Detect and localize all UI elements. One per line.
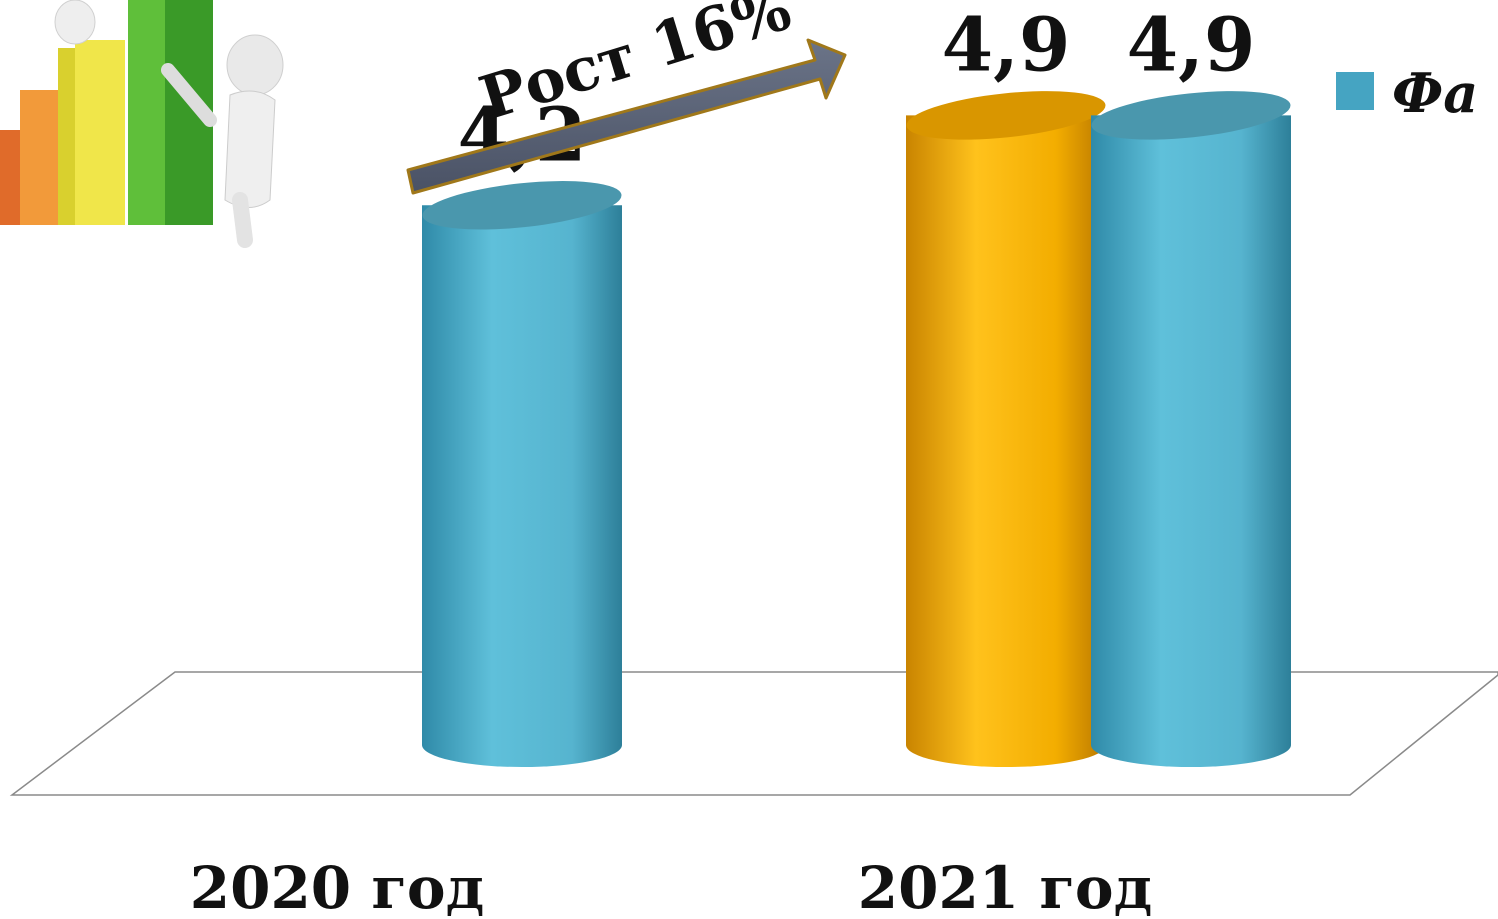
bar-body [906, 115, 1106, 767]
bars-group [420, 83, 1293, 767]
legend-swatch [1336, 72, 1374, 110]
legend: Фа [1336, 61, 1478, 125]
bar-2020-series-2 [420, 173, 624, 767]
bar-2021-series-2 [1089, 83, 1293, 767]
x-tick-label-2020: 2020 год [190, 854, 485, 919]
data-label: 4,9 [1127, 2, 1256, 88]
bar-2021-series-1 [904, 83, 1108, 767]
bar-body [1091, 115, 1291, 767]
bar-body [422, 205, 622, 767]
growth-chart-clipart [0, 0, 330, 300]
x-tick-label-2021: 2021 год [858, 854, 1153, 919]
data-label: 4,9 [942, 2, 1071, 88]
legend-label: Фа [1392, 61, 1478, 125]
